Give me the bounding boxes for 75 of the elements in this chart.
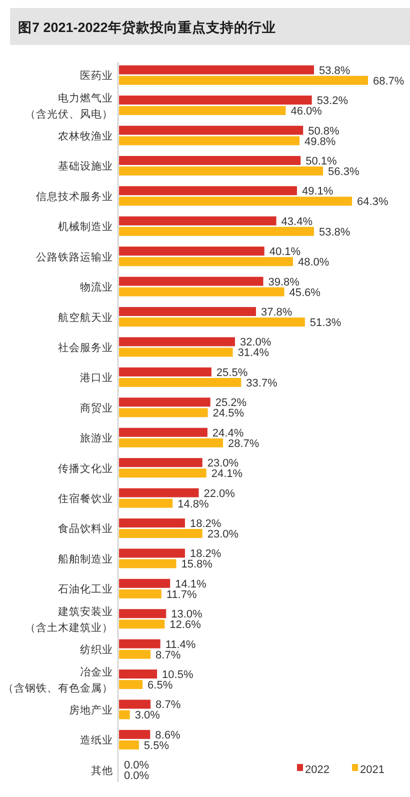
value-label: 53.2% (316, 95, 348, 108)
value-label: 11.4% (165, 638, 196, 651)
value-label: 53.8% (319, 226, 350, 238)
value-label: 0.0% (124, 760, 150, 772)
value-label: 45.6% (289, 286, 320, 299)
value-label: 56.3% (328, 166, 360, 178)
value-label: 25.5% (216, 366, 248, 379)
value-label: 23.0% (207, 528, 239, 540)
category-label: 房地产业 (69, 704, 113, 716)
value-label: 50.1% (306, 155, 337, 168)
category-label: 医药业 (80, 70, 113, 82)
value-label: 51.3% (310, 317, 342, 330)
value-label: 5.5% (144, 740, 170, 752)
value-label: 25.2% (215, 397, 247, 410)
value-label: 28.7% (228, 438, 260, 450)
value-label: 37.8% (261, 306, 292, 319)
legend-label: 2022 (305, 764, 330, 776)
value-label: 8.7% (156, 699, 181, 712)
value-label: 43.4% (281, 216, 312, 228)
value-label: 24.4% (212, 427, 244, 440)
value-label: 15.8% (181, 558, 212, 571)
category-label: 住宿餐饮业 (58, 493, 113, 506)
value-label: 48.0% (298, 256, 330, 269)
value-label: 8.7% (156, 649, 181, 662)
value-label: 46.0% (290, 106, 322, 118)
value-label: 13.0% (171, 608, 202, 621)
category-label: 信息技术服务业 (36, 190, 113, 203)
value-label: 14.8% (178, 498, 209, 510)
legend-label: 2021 (360, 764, 384, 776)
category-label: 纺织业 (80, 644, 113, 656)
value-label: 24.1% (211, 468, 243, 480)
category-label: 机械制造业 (58, 221, 113, 234)
category-label: 商贸业 (80, 402, 113, 414)
value-label: 24.5% (212, 408, 244, 420)
value-label: 49.1% (302, 186, 334, 198)
category-label: 公路铁路运输业 (36, 251, 113, 264)
category-label: 航空航天业 (58, 312, 113, 324)
category-label: 港口业 (80, 372, 113, 384)
value-label: 6.5% (148, 680, 173, 692)
value-label: 23.0% (207, 458, 239, 470)
value-label: 53.8% (319, 64, 350, 77)
title: 图7 2021-2022年贷款投向重点支持的行业 (18, 20, 276, 35)
value-label: 11.7% (166, 588, 197, 601)
value-label: 12.6% (170, 619, 201, 632)
value-label: 8.6% (155, 729, 180, 742)
value-label: 18.2% (190, 518, 222, 530)
value-label: 22.0% (204, 488, 235, 500)
category-label: 基础设施业 (58, 160, 113, 173)
category-label: 旅游业 (80, 432, 113, 445)
category-label: 建筑安装业（含土木建筑业） (25, 606, 113, 634)
category-label: 社会服务业 (58, 342, 113, 354)
category-label: 农林牧渔业 (58, 130, 113, 143)
value-label: 64.3% (357, 196, 388, 208)
value-label: 31.4% (238, 347, 269, 360)
value-label: 39.8% (268, 276, 300, 288)
category-label: 冶金业（含钢铁、有色金属） (3, 666, 113, 694)
category-label: 其他 (91, 764, 113, 777)
category-label: 船舶制造业 (58, 553, 113, 566)
value-label: 10.5% (162, 669, 194, 682)
category-label: 电力燃气业（含光伏、风电） (25, 92, 113, 120)
value-label: 0.0% (124, 770, 150, 782)
category-label: 传播文化业 (58, 462, 113, 475)
value-label: 33.7% (246, 377, 278, 390)
value-label: 68.7% (373, 75, 404, 88)
category-label: 石油化工业 (58, 584, 113, 596)
value-label: 14.1% (175, 578, 206, 590)
category-label: 造纸业 (80, 734, 113, 747)
value-label: 49.8% (304, 136, 336, 148)
value-label: 18.2% (190, 548, 222, 560)
category-label: 物流业 (80, 282, 113, 294)
value-label: 32.0% (240, 336, 272, 349)
value-label: 50.8% (308, 125, 340, 138)
value-label: 3.0% (134, 710, 160, 722)
value-label: 40.1% (269, 246, 301, 258)
category-label: 食品饮料业 (58, 523, 113, 536)
